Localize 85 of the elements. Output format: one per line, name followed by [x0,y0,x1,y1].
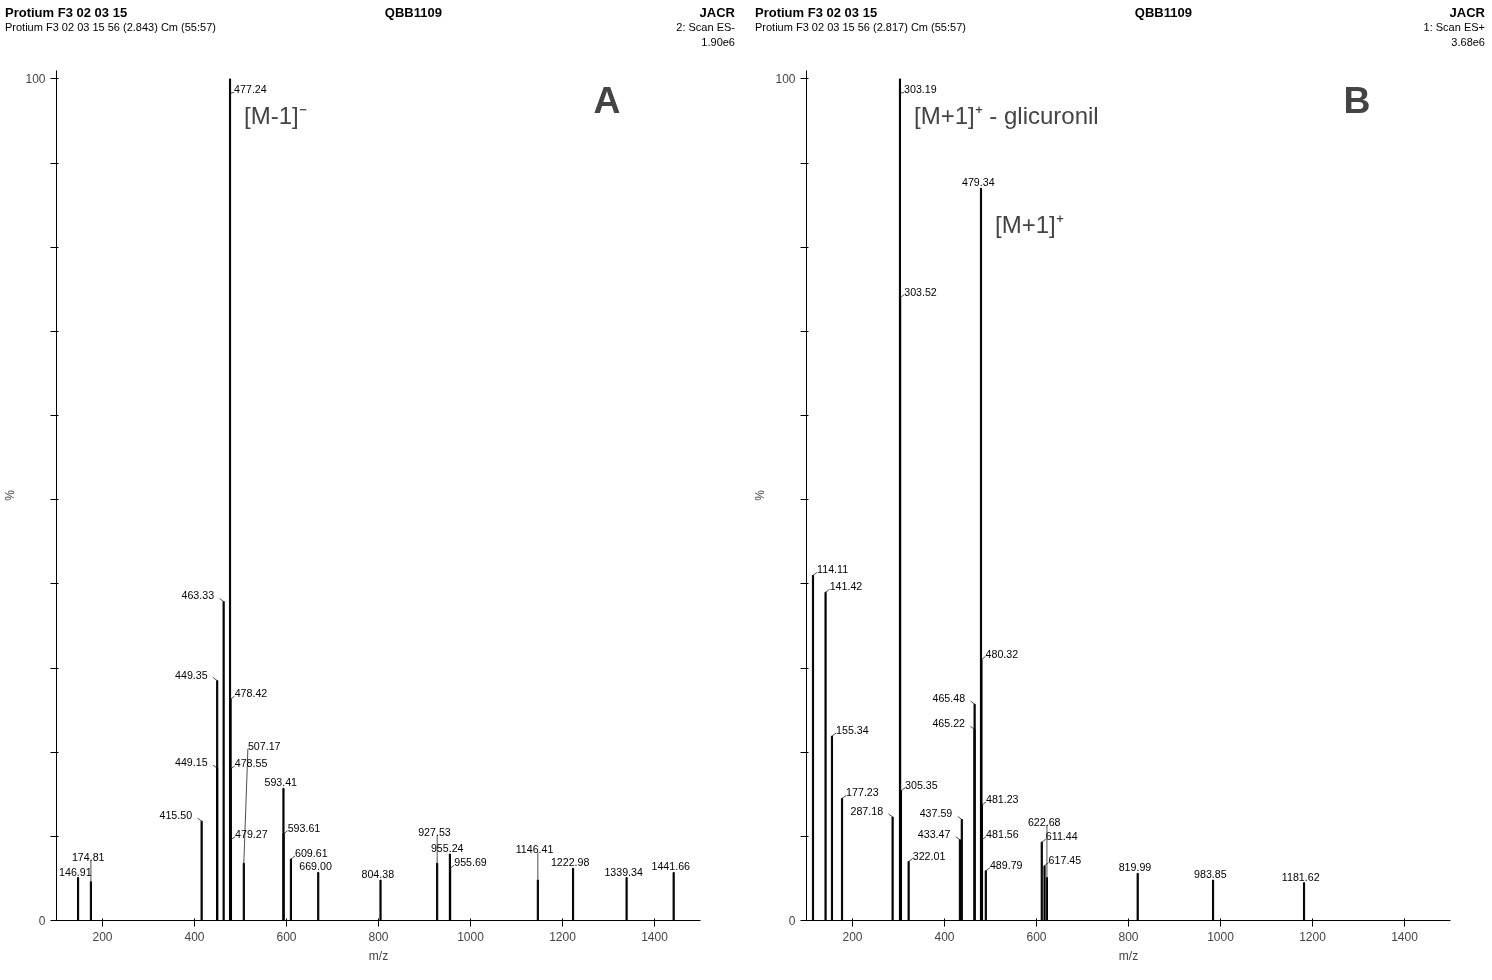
annotation: 114.11 [817,563,849,576]
annotation: 303.52 [904,285,937,298]
annotation: 478.42 [234,687,268,700]
text: JACR [1449,5,1485,20]
chart-title: Protium F3 02 03 15 [5,5,128,20]
annotation: 1146.41 [515,843,554,856]
x-tick-label: 600 [276,929,297,944]
annotation: 819.99 [1118,861,1152,874]
annotation: 155.34 [836,724,869,737]
annotation: 617.45 [1048,853,1082,866]
annotation: 593.61 [287,821,321,834]
annotation: 433.47 [917,827,951,840]
annotation: 479.34 [961,176,995,189]
annotation: 479.27 [235,827,268,840]
chart-subtitle: Protium F3 02 03 15 56 (2.817) Cm (55:57) [755,20,966,35]
y-tick-label: 0 [38,914,46,928]
x-tick-label: 800 [1118,929,1139,944]
annotation: 489.79 [989,858,1023,871]
x-axis-title: m/z [368,948,389,963]
annotation: 465.48 [932,692,966,705]
text: JACR [699,5,735,20]
annotation: 611.44 [1045,830,1078,843]
annotation: 609.61 [295,847,328,859]
annotation: [M+1]⁺ - glicuronil [913,101,1099,129]
annotation: 481.23 [985,793,1019,806]
annotation: 480.32 [985,647,1019,660]
chart-subtitle: Protium F3 02 03 15 56 (2.843) Cm (55:57) [5,20,216,35]
annotation: 507.17 [247,739,281,752]
annotation: 287.18 [850,804,884,817]
annotation: 177.23 [846,786,879,799]
annotation: 437.59 [919,807,953,820]
annotation: 141.42 [829,580,863,593]
x-tick-label: 400 [934,929,955,944]
y-tick-label: 0 [788,914,796,928]
annotation: [M-1]⁻ [244,101,307,129]
annotation: 1181.62 [1281,870,1320,883]
annotation: 174.81 [71,851,105,864]
annotation: 927.53 [418,826,451,839]
x-tick-label: 600 [1026,929,1047,944]
annotation: 622.68 [1027,816,1061,829]
x-tick-label: 200 [842,929,863,944]
x-tick-label: 1000 [1207,929,1235,944]
annotation: B [1343,78,1371,121]
annotation: [M+1]⁺ [995,211,1064,239]
x-tick-label: 800 [368,929,389,944]
annotation: 415.50 [159,809,193,822]
annotation: 1441.66 [651,860,691,873]
text: QBB1109 [1134,5,1192,20]
y-tick-label: 100 [775,72,796,87]
annotation: 303.19 [904,83,937,96]
annotation: 955.69 [454,856,487,869]
y-axis-title: % [753,489,768,501]
x-tick-label: 1200 [1299,929,1327,944]
annotation: 669.00 [299,860,332,873]
annotation: 449.35 [175,668,208,681]
annotation: A [593,78,621,121]
text: QBB1109 [384,5,442,20]
annotation: 983.85 [1194,868,1227,881]
annotation: 449.15 [174,756,208,769]
annotation: 477.24 [234,83,267,96]
x-tick-label: 1400 [641,929,669,944]
annotation: 463.33 [181,589,215,602]
y-axis-title: % [3,489,18,501]
annotation: 322.01 [912,849,946,862]
x-tick-label: 200 [92,929,113,944]
y-tick-label: 100 [25,72,46,87]
annotation: 955.24 [430,841,464,854]
text: 1: Scan ES+ [1423,21,1485,33]
text: 2: Scan ES- [676,21,735,33]
annotation: 1339.34 [604,865,644,878]
annotation: 305.35 [905,778,938,791]
annotation: 146.91 [59,865,92,878]
annotation: 804.38 [361,868,395,881]
text: 3.68e6 [1451,36,1485,48]
annotation: 465.22 [932,717,966,730]
annotation: 1222.98 [550,856,590,869]
text: 1.90e6 [701,36,735,48]
x-tick-label: 1000 [457,929,485,944]
x-axis-title: m/z [1118,948,1139,963]
annotation: 481.56 [986,827,1019,840]
x-tick-label: 400 [184,929,205,944]
x-tick-label: 1400 [1391,929,1419,944]
x-tick-label: 1200 [549,929,577,944]
annotation: 593.41 [264,776,298,789]
chart-title: Protium F3 02 03 15 [755,5,878,20]
